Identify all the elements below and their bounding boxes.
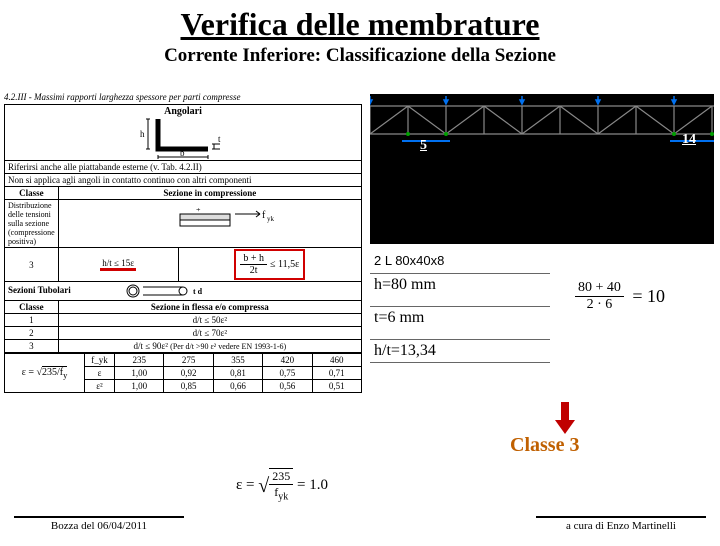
h235: 235 xyxy=(115,354,164,367)
angolari-diagram: Angolari h b t xyxy=(5,105,362,161)
svg-text:b: b xyxy=(180,148,185,158)
svg-text:+: + xyxy=(196,208,201,214)
tub-r2: d/t ≤ 70ε² xyxy=(58,327,361,340)
h355: 355 xyxy=(213,354,262,367)
e1: 0,92 xyxy=(164,367,213,380)
section-stress-diagram: + fyk xyxy=(58,200,361,248)
tub-r1: d/t ≤ 50ε² xyxy=(58,314,361,327)
svg-text:t d: t d xyxy=(193,287,203,296)
e0: 1,00 xyxy=(115,367,164,380)
ee4: 0,51 xyxy=(312,380,361,393)
eps-e: ε xyxy=(85,367,115,380)
truss-label-14: 14 xyxy=(682,132,696,148)
page-subtitle: Corrente Inferiore: Classificazione dell… xyxy=(0,45,720,67)
ee2: 0,66 xyxy=(213,380,262,393)
section-spec: 2 L 80x40x8 xyxy=(370,251,550,270)
classe-result: Classe 3 xyxy=(510,434,579,457)
tub-r1c: 1 xyxy=(5,314,59,327)
h275: 275 xyxy=(164,354,213,367)
distr-label: Distribuzione delle tensioni sulla sezio… xyxy=(5,200,59,248)
svg-text:yk: yk xyxy=(267,215,275,223)
note1: Riferirsi anche alle piattabande esterne… xyxy=(5,161,362,174)
eps-formula: ε = √235fyk = 1.0 xyxy=(236,468,328,502)
truss-diagram: 5 14 xyxy=(370,94,714,244)
svg-text:f: f xyxy=(262,210,266,221)
page-title: Verifica delle membrature xyxy=(0,6,720,43)
col-sezione: Sezione in compressione xyxy=(58,187,361,200)
footer-right: a cura di Enzo Martinelli xyxy=(536,516,706,532)
class-3: 3 xyxy=(5,248,59,282)
angolari-label: Angolari xyxy=(8,106,358,117)
note2: Non si applica agli angoli in contatto c… xyxy=(5,174,362,187)
col-classe2: Classe xyxy=(5,301,59,314)
truss-label-5: 5 xyxy=(420,138,427,154)
tub-r3: d/t ≤ 90ε² (Per d/t >90 ε² vedere EN 199… xyxy=(58,340,361,353)
svg-text:h: h xyxy=(140,129,145,139)
eps-e2: ε² xyxy=(85,380,115,393)
h420: 420 xyxy=(263,354,312,367)
tub-r2c: 2 xyxy=(5,327,59,340)
footer-left: Bozza del 06/04/2011 xyxy=(14,516,184,532)
flex-hdr: Sezione in flessa e/o compressa xyxy=(58,301,361,314)
tub-r3c: 3 xyxy=(5,340,59,353)
cond2: b + h2t ≤ 11,5ε xyxy=(178,248,361,282)
table-caption: 4.2.III - Massimi rapporti larghezza spe… xyxy=(4,92,362,102)
h460: 460 xyxy=(312,354,361,367)
ee3: 0,56 xyxy=(263,380,312,393)
svg-text:t: t xyxy=(218,134,221,144)
e4: 0,71 xyxy=(312,367,361,380)
ee0: 1,00 xyxy=(115,380,164,393)
e3: 0,75 xyxy=(263,367,312,380)
eps-def: ε = √235/fy xyxy=(5,354,85,393)
formula-result: 80 + 40 2 · 6 = 10 xyxy=(575,280,665,313)
ee1: 0,85 xyxy=(164,380,213,393)
line-ht: h/t=13,34 xyxy=(370,339,550,363)
col-classe: Classe xyxy=(5,187,59,200)
classification-table: 4.2.III - Massimi rapporti larghezza spe… xyxy=(4,92,362,393)
sezioni-tubolari-hdr: Sezioni Tubolari t d xyxy=(5,282,362,301)
e2: 0,81 xyxy=(213,367,262,380)
cond1: h/t ≤ 15ε xyxy=(58,248,178,282)
line-h: h=80 mm xyxy=(370,273,550,296)
eps-fyk: f_yk xyxy=(85,354,115,367)
line-t: t=6 mm xyxy=(370,306,550,329)
